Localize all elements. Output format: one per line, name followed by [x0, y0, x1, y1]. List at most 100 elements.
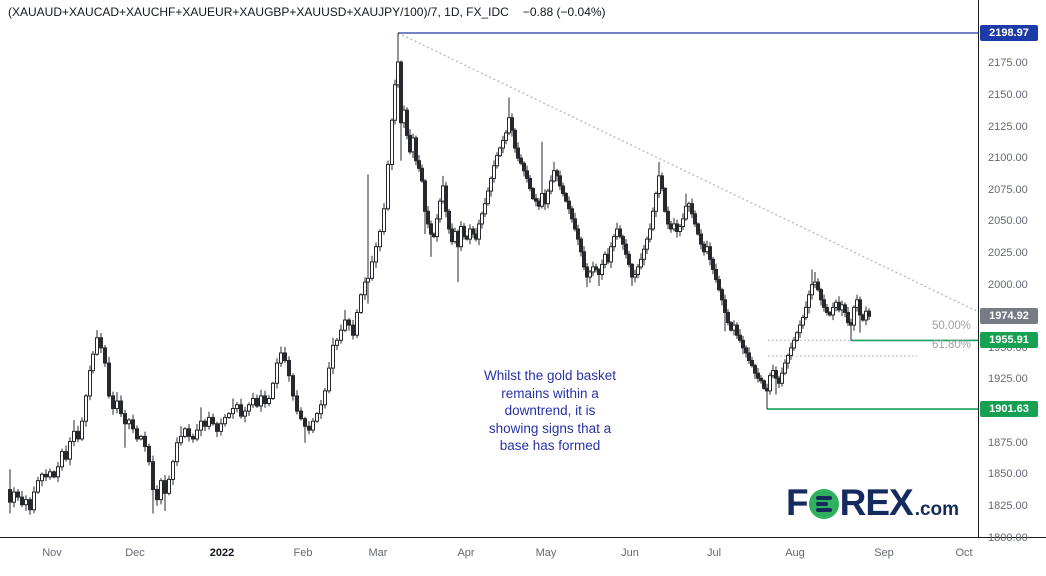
candle-up: [335, 339, 339, 346]
time-tick-label: Jun: [621, 547, 639, 559]
candle-down: [579, 238, 583, 253]
price-tick-label: 2125.00: [988, 120, 1028, 133]
candle-down: [444, 185, 448, 212]
candle-up: [588, 271, 592, 278]
candle-down: [843, 304, 847, 313]
candle-down: [564, 193, 568, 202]
candle-up: [171, 461, 175, 480]
time-tick-label: Dec: [125, 547, 145, 559]
candle-down: [151, 461, 155, 491]
candle-up: [483, 203, 487, 215]
annotation-line: downtrend, it is: [504, 403, 596, 418]
fib-618-label: 61.80%: [931, 339, 971, 352]
candle-down: [163, 480, 167, 494]
candle-up: [393, 84, 397, 121]
candle-down: [825, 306, 829, 313]
candle-down: [462, 225, 466, 238]
candle-down: [263, 395, 267, 405]
time-tick-label: Feb: [293, 547, 313, 559]
candle-up: [275, 362, 279, 384]
candle-up: [359, 294, 363, 313]
candle-down: [239, 404, 243, 417]
candle-down: [594, 266, 598, 270]
candle-up: [323, 390, 327, 406]
candle-down: [147, 446, 151, 463]
candle-up: [195, 429, 199, 440]
candle-down: [111, 395, 115, 410]
candle-down: [759, 377, 763, 382]
candle-down: [420, 167, 424, 182]
candle-up: [331, 344, 335, 369]
candle-down: [423, 180, 427, 212]
candle-down: [558, 175, 562, 187]
candle-down: [726, 311, 730, 324]
price-tick-label: 2025.00: [988, 247, 1028, 260]
candle-up: [366, 277, 370, 283]
candle-up: [60, 451, 64, 468]
candle-down: [624, 243, 628, 255]
candle-down: [119, 400, 123, 415]
price-tick-label: 1875.00: [988, 436, 1028, 449]
price-badge-low: 1901.63: [980, 401, 1038, 418]
candle-down: [570, 208, 574, 220]
candle-down: [513, 129, 517, 149]
price-change: −0.88 (−0.04%): [522, 5, 606, 19]
candle-up: [795, 332, 799, 341]
candle-down: [822, 299, 826, 308]
candle-up: [36, 480, 40, 493]
candle-down: [846, 311, 850, 324]
candle-down: [756, 372, 760, 379]
candle-up: [80, 420, 84, 440]
candle-up: [801, 317, 805, 326]
candle-up: [84, 395, 88, 422]
time-tick-label: 2022: [209, 547, 235, 559]
candle-up: [768, 375, 772, 392]
symbol-title: (XAUAUD+XAUCAD+XAUCHF+XAUEUR+XAUGBP+XAUU…: [8, 5, 509, 19]
candle-down: [573, 218, 577, 230]
price-tick-label: 2000.00: [988, 278, 1028, 291]
trendline[interactable]: [397, 32, 978, 312]
candle-up: [279, 352, 283, 364]
candle-down: [567, 200, 571, 210]
candle-down: [405, 109, 409, 136]
candle-up: [68, 440, 72, 460]
candle-up: [786, 354, 790, 364]
candle-down: [666, 210, 670, 225]
candle-up: [32, 491, 36, 511]
candle-down: [774, 370, 778, 379]
candle-up: [139, 435, 143, 440]
candle-up: [315, 413, 319, 422]
candle-down: [8, 489, 12, 503]
candle-up: [259, 395, 263, 407]
candle-up: [382, 208, 386, 233]
candle-down: [16, 491, 20, 498]
price-tick-label: 1825.00: [988, 499, 1028, 512]
candle-down: [414, 137, 418, 162]
candle-up: [435, 218, 439, 238]
candle-down: [534, 198, 538, 202]
candle-down: [708, 246, 712, 260]
candle-down: [20, 496, 24, 506]
annotation-line: showing signs that a: [488, 420, 612, 436]
candle-up: [231, 408, 235, 415]
candle-down: [816, 281, 820, 291]
candle-down: [618, 228, 622, 238]
candle-up: [12, 491, 16, 503]
candle-down: [696, 223, 700, 235]
candle-up: [56, 466, 60, 478]
candle-up: [636, 266, 640, 276]
candle-up: [642, 248, 646, 260]
time-tick-label: Aug: [785, 547, 805, 559]
candle-down: [211, 416, 215, 425]
candle-up: [251, 397, 255, 406]
candle-down: [762, 380, 766, 389]
candle-down: [351, 324, 355, 336]
candle-up: [831, 306, 835, 316]
candle-up: [438, 200, 442, 220]
candle-down: [107, 362, 111, 397]
candle-down: [744, 347, 748, 354]
candle-up: [207, 416, 211, 427]
candle-down: [690, 203, 694, 215]
